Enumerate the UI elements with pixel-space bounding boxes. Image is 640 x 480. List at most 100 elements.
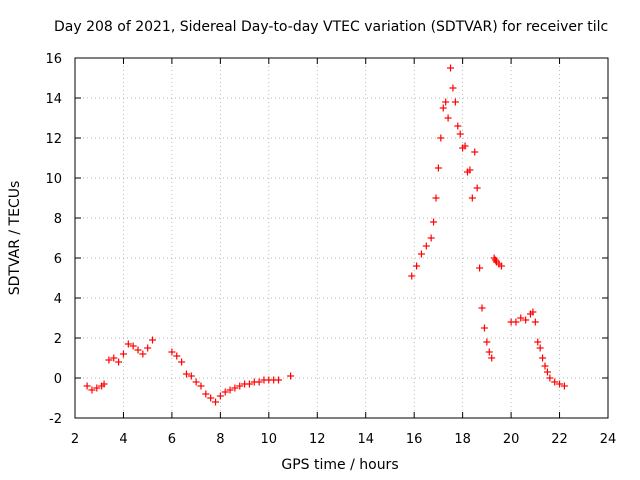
data-point [485, 348, 493, 356]
data-point [168, 348, 176, 356]
data-point [539, 354, 547, 362]
x-tick-label: 4 [119, 432, 127, 447]
data-point [139, 350, 147, 358]
data-point [556, 380, 564, 388]
data-point [551, 378, 559, 386]
x-tick-label: 16 [406, 432, 423, 447]
data-point [149, 336, 157, 344]
y-tick-label: 0 [54, 372, 62, 387]
data-point [231, 384, 239, 392]
data-point [124, 340, 132, 348]
data-point [466, 166, 474, 174]
data-point [134, 346, 142, 354]
data-point [275, 376, 283, 384]
data-point [442, 98, 450, 106]
data-point [212, 398, 220, 406]
data-point [534, 338, 542, 346]
data-point [144, 344, 152, 352]
y-tick-label: 8 [54, 212, 62, 227]
x-tick-label: 12 [309, 432, 326, 447]
data-point [115, 358, 123, 366]
y-tick-label: 2 [54, 332, 62, 347]
data-point [478, 304, 486, 312]
data-point [522, 316, 530, 324]
data-point [427, 234, 435, 242]
y-tick-label: 16 [45, 52, 62, 67]
data-points [83, 64, 568, 406]
data-point [546, 374, 554, 382]
axis-ticks [74, 57, 609, 419]
data-point [430, 218, 438, 226]
data-point [413, 262, 421, 270]
x-tick-labels: 2 4 6 8 10 12 14 16 18 20 22 24 [71, 432, 616, 447]
data-point [483, 338, 491, 346]
data-point [83, 382, 91, 390]
data-point [129, 342, 137, 350]
data-point [197, 382, 205, 390]
data-point [541, 362, 549, 370]
data-point [422, 242, 430, 250]
data-point [471, 148, 479, 156]
y-tick-label: 14 [45, 92, 62, 107]
data-point [187, 372, 195, 380]
y-tick-label: 12 [45, 132, 62, 147]
data-point [173, 352, 181, 360]
x-tick-label: 22 [551, 432, 568, 447]
data-point [444, 114, 452, 122]
data-point [182, 370, 190, 378]
data-point [497, 262, 505, 270]
data-point [202, 390, 210, 398]
y-tick-label: 6 [54, 252, 62, 267]
data-point [439, 104, 447, 112]
data-point [226, 386, 234, 394]
data-point [451, 98, 459, 106]
data-point [529, 308, 537, 316]
data-point [456, 130, 464, 138]
data-point [221, 388, 229, 396]
data-point [480, 324, 488, 332]
data-point [432, 194, 440, 202]
data-point [461, 142, 469, 150]
data-point [207, 394, 215, 402]
data-point [437, 134, 445, 142]
x-tick-label: 20 [503, 432, 520, 447]
data-point [236, 382, 244, 390]
data-point [447, 64, 455, 72]
data-point [287, 372, 295, 380]
data-point [473, 184, 481, 192]
data-point [531, 318, 539, 326]
data-point [88, 386, 96, 394]
data-point [517, 314, 525, 322]
data-point [543, 368, 551, 376]
data-point [110, 354, 118, 362]
plot-frame [74, 57, 609, 419]
data-point [417, 250, 425, 258]
x-tick-label: 14 [357, 432, 374, 447]
data-point [449, 84, 457, 92]
data-point [192, 378, 200, 386]
y-axis-label: SDTVAR / TECUs [7, 180, 23, 296]
x-tick-label: 18 [454, 432, 471, 447]
data-point [100, 380, 108, 388]
x-tick-label: 6 [168, 432, 176, 447]
data-point [255, 378, 263, 386]
data-point [536, 344, 544, 352]
data-point [119, 350, 127, 358]
data-point [476, 264, 484, 272]
data-point [216, 392, 224, 400]
grid-lines [75, 58, 608, 418]
data-point [488, 354, 496, 362]
x-axis-label: GPS time / hours [281, 457, 399, 473]
chart-title: Day 208 of 2021, Sidereal Day-to-day VTE… [54, 19, 609, 35]
data-point [468, 194, 476, 202]
y-tick-label: 4 [54, 292, 62, 307]
data-point [560, 382, 568, 390]
x-tick-label: 8 [216, 432, 224, 447]
y-tick-label: -2 [49, 412, 62, 427]
data-point [434, 164, 442, 172]
x-tick-label: 24 [600, 432, 617, 447]
data-point [245, 380, 253, 388]
data-point [408, 272, 416, 280]
data-point [105, 356, 113, 364]
